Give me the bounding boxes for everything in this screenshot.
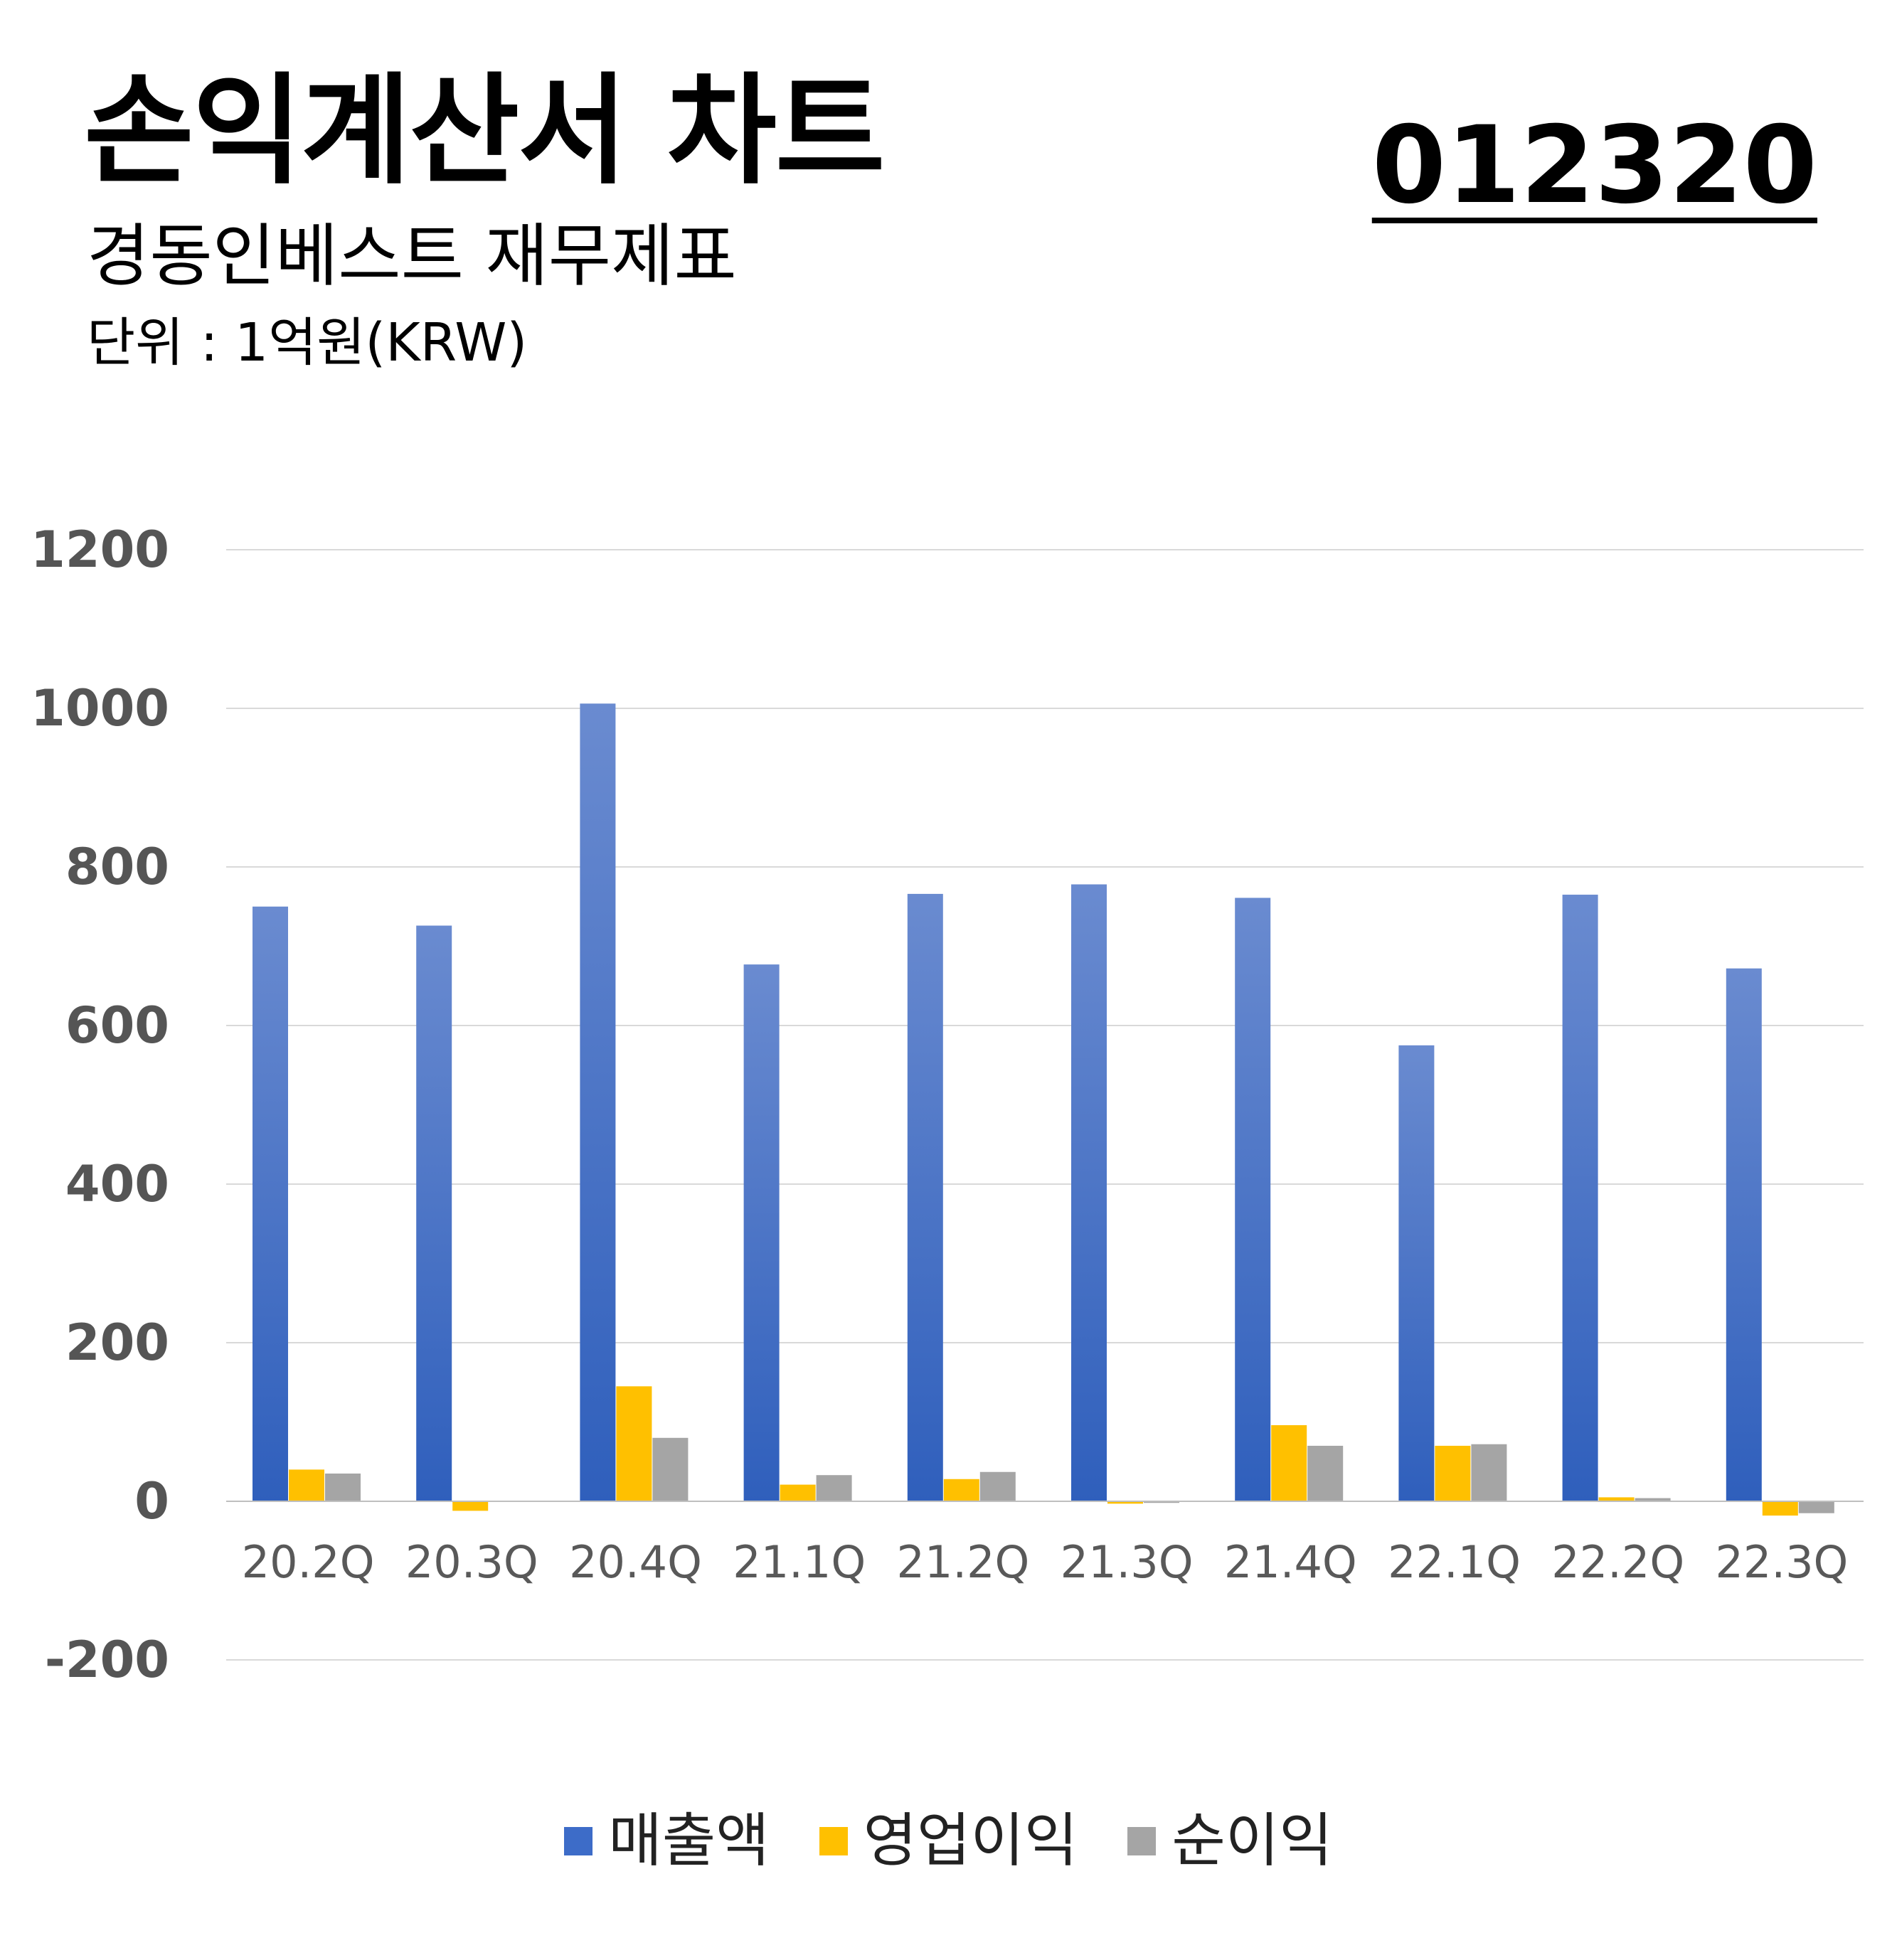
bar-net-profit [1798,1501,1834,1513]
x-tick-label: 21.3Q [1061,1536,1194,1588]
bar-revenue [1562,895,1598,1501]
x-tick-label: 20.2Q [242,1536,375,1588]
bar-operating-profit [1271,1424,1307,1501]
x-tick-label: 20.4Q [569,1536,702,1588]
bar-revenue [1235,898,1271,1501]
bar-operating-profit [1762,1501,1798,1516]
bar-net-profit [979,1471,1016,1501]
y-tick-label: 800 [65,838,169,896]
bar-revenue [1398,1045,1435,1501]
bar-net-profit [1144,1501,1179,1503]
bar-revenue [743,964,780,1501]
chart-legend: 매출액 영업이익 순이익 [0,1812,1897,1870]
bar-net-profit [816,1475,852,1501]
bar-operating-profit [780,1484,816,1501]
bar-operating-profit [1598,1497,1635,1501]
y-tick-label: -200 [45,1631,169,1689]
bar-net-profit [1635,1498,1671,1501]
bar-operating-profit [452,1501,489,1511]
bar-revenue [1726,968,1762,1501]
bar-net-profit [652,1437,689,1501]
x-tick-label: 21.4Q [1224,1536,1357,1588]
x-tick-label: 22.3Q [1715,1536,1848,1588]
x-tick-label: 20.3Q [405,1536,538,1588]
x-tick-label: 22.2Q [1551,1536,1684,1588]
legend-swatch-net-profit [1127,1827,1157,1855]
x-tick-label: 21.2Q [896,1536,1029,1588]
x-tick-label: 22.1Q [1388,1536,1521,1588]
bar-revenue [416,925,452,1501]
legend-item-revenue: 매출액 [564,1807,770,1875]
unit-label: 단위 : 1억원(KRW) [87,312,528,373]
bar-operating-profit [1435,1445,1471,1501]
legend-swatch-operating-profit [819,1827,848,1855]
legend-label-net-profit: 순이익 [1171,1807,1333,1875]
bar-net-profit [1471,1444,1507,1501]
chart-subtitle: 경동인베스트 재무제표 [87,216,737,296]
legend-swatch-revenue [564,1827,593,1855]
y-tick-label: 1000 [31,679,169,737]
y-tick-label: 600 [65,996,169,1055]
y-tick-label: 0 [134,1472,169,1530]
legend-label-operating-profit: 영업이익 [863,1807,1078,1875]
chart-title: 손익계산서 차트 [84,61,885,201]
bar-operating-profit [943,1479,979,1501]
bar-revenue [253,906,288,1501]
legend-item-net-profit: 순이익 [1127,1807,1333,1875]
legend-label-revenue: 매출액 [608,1807,770,1875]
bar-revenue [1071,884,1107,1501]
bar-operating-profit [289,1469,324,1501]
y-tick-label: 1200 [31,521,169,579]
x-tick-label: 21.1Q [733,1536,866,1588]
bar-revenue [907,893,943,1501]
bar-operating-profit [616,1386,652,1501]
bar-operating-profit [1107,1501,1143,1504]
bar-revenue [580,703,616,1501]
bar-net-profit [1307,1445,1344,1501]
bar-net-profit [325,1473,361,1501]
y-tick-label: 400 [65,1155,169,1213]
y-tick-label: 200 [65,1314,169,1372]
legend-item-operating-profit: 영업이익 [819,1812,1078,1870]
stock-code: 012320 [1371,104,1817,228]
